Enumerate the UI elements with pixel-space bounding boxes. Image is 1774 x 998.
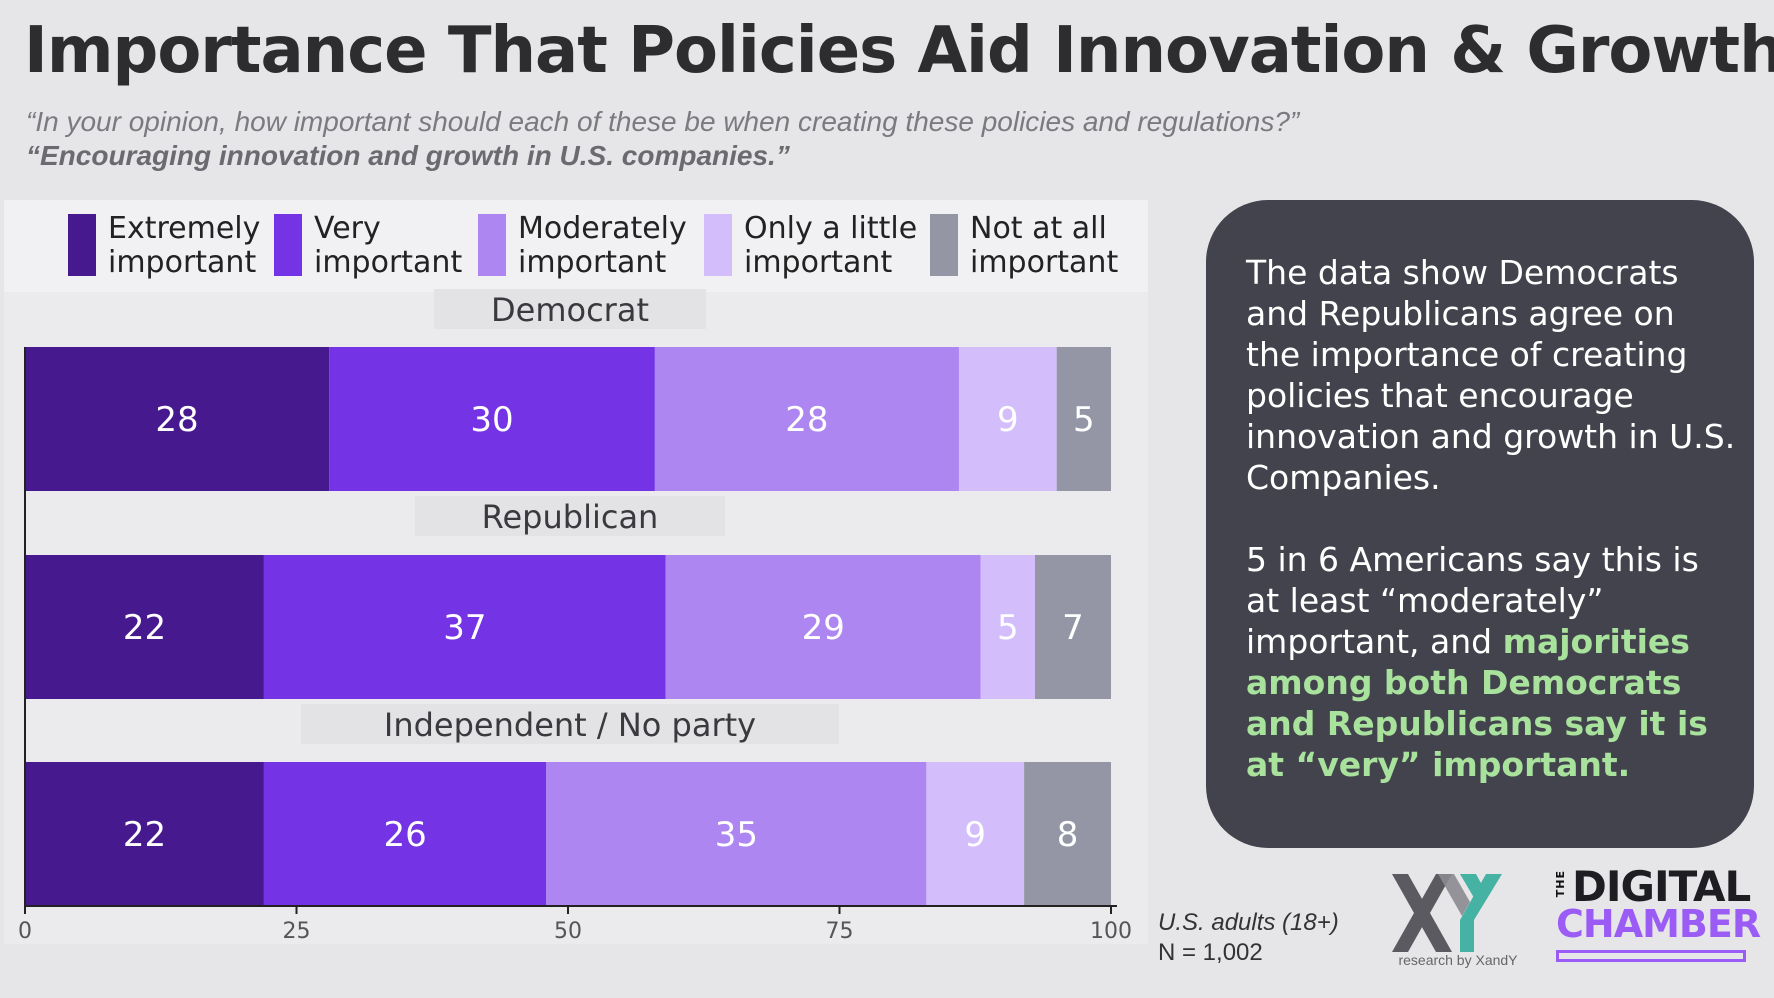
legend-swatch	[704, 214, 732, 276]
bar-value-label: 28	[155, 400, 198, 440]
bar-value-label: 7	[1062, 608, 1084, 648]
page-title: Importance That Policies Aid Innovation …	[24, 14, 1774, 88]
category-label: Republican	[482, 498, 659, 536]
bar-value-label: 9	[997, 400, 1019, 440]
chart-legend: Extremely important Very important Moder…	[4, 200, 1148, 292]
item-text: “Encouraging innovation and growth in U.…	[26, 140, 790, 171]
legend-swatch	[68, 214, 96, 276]
legend-label-line1: Extremely	[108, 211, 261, 246]
callout-paragraph-1: The data show Democrats and Republicans …	[1246, 253, 1736, 497]
bar-value-label: 9	[964, 815, 986, 855]
legend-label-line2: important	[744, 245, 893, 280]
bar-segment	[25, 762, 264, 906]
bar-value-label: 22	[123, 815, 166, 855]
bar-value-label: 28	[785, 400, 828, 440]
bar-segment	[329, 347, 655, 491]
question-text: “In your opinion, how important should e…	[26, 106, 1300, 137]
category-label: Independent / No party	[384, 706, 756, 744]
bar-segment	[1034, 555, 1111, 699]
xandy-tagline: research by XandY	[1398, 952, 1518, 968]
legend-swatch	[274, 214, 302, 276]
bar-value-label: 35	[715, 815, 758, 855]
legend-label-line1: Very	[314, 211, 381, 246]
xandy-logo	[1392, 874, 1502, 952]
x-tick-label: 75	[826, 919, 854, 944]
bar-segment	[980, 555, 1035, 699]
bar-segment	[958, 347, 1057, 491]
stacked-bar-chart: Democrat 28 30 28 9 5 Republican 22 37 29 5 7 Indepe…	[18, 289, 1132, 944]
category-label: Democrat	[491, 291, 649, 329]
bar-segment	[1024, 762, 1111, 906]
callout-paragraph-2: 5 in 6 Americans say this is at least “m…	[1246, 539, 1736, 785]
x-tick-label: 25	[283, 919, 311, 944]
legend-label-line2: important	[970, 245, 1119, 280]
legend-label-line2: important	[108, 245, 257, 280]
bar-segment	[654, 347, 959, 491]
bar-value-label: 8	[1057, 815, 1079, 855]
bar-value-label: 22	[123, 608, 166, 648]
bar-segment	[1056, 347, 1111, 491]
callout-plain-text: 5 in 6 Americans say this is at least “m…	[1246, 540, 1699, 661]
callout-highlight-text: majorities among both Democrats and Repu…	[1246, 622, 1708, 784]
bar-value-label: 26	[383, 815, 426, 855]
sample-population: U.S. adults (18+)	[1158, 909, 1339, 936]
legend-swatch	[930, 214, 958, 276]
legend-label-line2: important	[518, 245, 667, 280]
x-tick-label: 100	[1090, 919, 1132, 944]
category-label-bg	[415, 496, 725, 536]
bar-value-label: 29	[802, 608, 845, 648]
bar-segment	[926, 762, 1025, 906]
legend-label-line2: important	[314, 245, 463, 280]
bar-segment	[263, 762, 547, 906]
category-label-bg	[434, 289, 706, 329]
bar-value-label: 5	[1073, 400, 1095, 440]
callout-box: The data show Democrats and Republicans …	[1206, 200, 1754, 848]
x-tick-label: 0	[18, 919, 32, 944]
legend-label-line1: Only a little	[744, 211, 918, 246]
sample-size: N = 1,002	[1158, 939, 1263, 966]
bar-value-label: 30	[470, 400, 513, 440]
legend-label-line1: Moderately	[518, 211, 687, 246]
bar-segment	[25, 347, 330, 491]
bar-value-label: 5	[997, 608, 1019, 648]
bar-segment	[263, 555, 666, 699]
bar-segment	[665, 555, 981, 699]
bar-value-label: 37	[443, 608, 486, 648]
x-tick-label: 50	[554, 919, 582, 944]
category-label-bg	[301, 704, 839, 744]
legend-label-line1: Not at all	[970, 211, 1107, 246]
bar-segment	[546, 762, 927, 906]
bar-segment	[25, 555, 264, 699]
legend-swatch	[478, 214, 506, 276]
